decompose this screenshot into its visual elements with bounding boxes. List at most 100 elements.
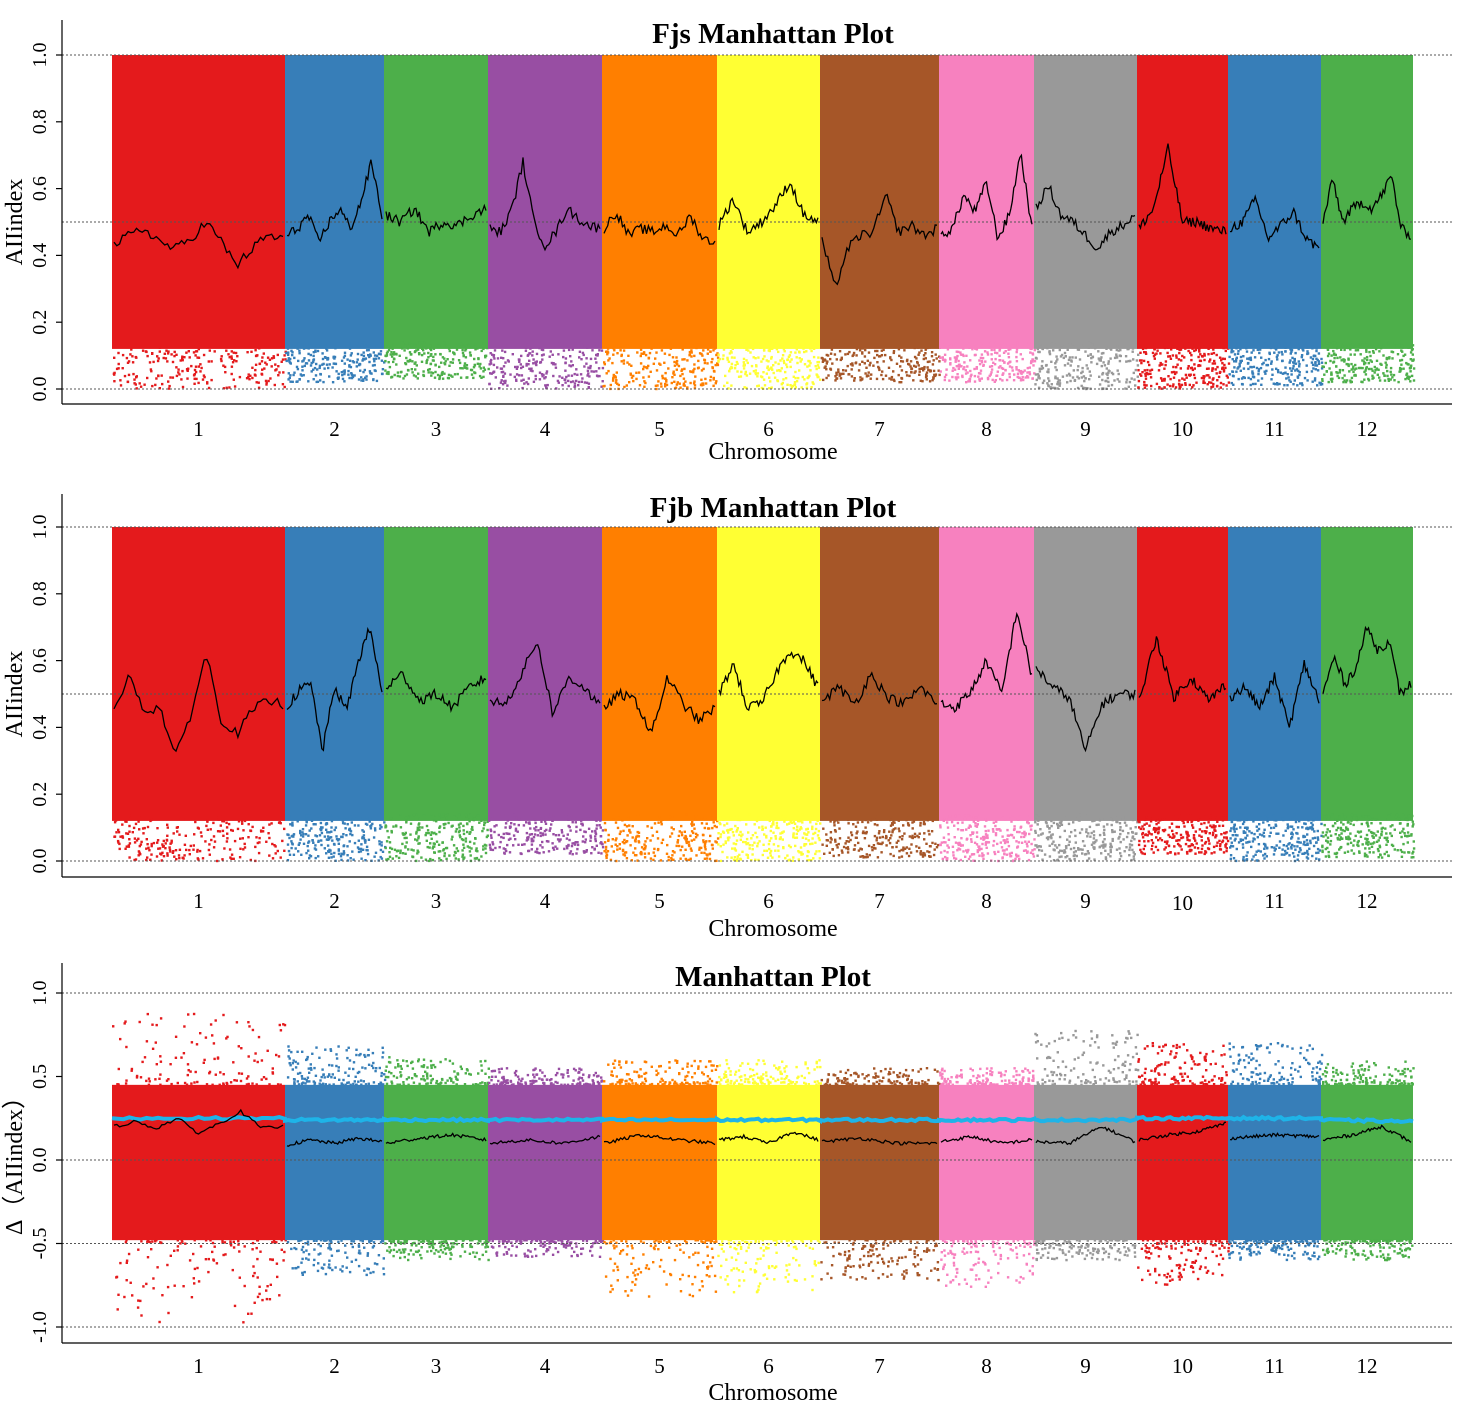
- data-point: [1321, 379, 1324, 383]
- data-point: [1137, 386, 1140, 390]
- data-point: [292, 853, 296, 856]
- data-point: [891, 829, 894, 832]
- data-point: [334, 826, 338, 829]
- data-point: [900, 838, 904, 841]
- data-point: [581, 818, 585, 821]
- data-point: [1011, 859, 1015, 863]
- data-point: [385, 858, 388, 861]
- data-point: [655, 351, 658, 354]
- data-point: [341, 835, 344, 839]
- data-point: [733, 856, 737, 859]
- data-point: [222, 387, 226, 390]
- data-point: [777, 855, 781, 858]
- data-point: [734, 342, 738, 345]
- data-point: [1125, 360, 1128, 363]
- data-point: [1184, 383, 1187, 386]
- data-point: [1361, 380, 1364, 384]
- data-point: [284, 358, 287, 361]
- data-point: [1054, 341, 1057, 344]
- data-point: [541, 833, 545, 837]
- data-point: [786, 383, 789, 386]
- data-point: [990, 371, 993, 374]
- data-point: [1325, 370, 1328, 373]
- data-point: [1080, 376, 1083, 379]
- data-point: [603, 821, 607, 825]
- data-point: [507, 360, 510, 363]
- data-point: [377, 352, 381, 355]
- data-point: [719, 835, 722, 839]
- data-point: [149, 858, 152, 861]
- data-point: [976, 823, 979, 826]
- data-point: [414, 838, 417, 841]
- data-point: [1125, 381, 1128, 384]
- data-point: [721, 850, 724, 854]
- data-point: [590, 370, 593, 373]
- data-point: [1010, 366, 1014, 369]
- data-point: [1410, 374, 1414, 378]
- data-point: [652, 346, 655, 349]
- data-point: [328, 831, 331, 834]
- data-point: [237, 820, 241, 823]
- data-point: [350, 372, 353, 375]
- data-point: [787, 355, 791, 358]
- data-point: [258, 362, 262, 365]
- data-point: [578, 350, 582, 353]
- data-point: [362, 357, 365, 361]
- data-point: [534, 377, 537, 381]
- data-point: [1376, 343, 1379, 346]
- data-point: [1326, 354, 1330, 358]
- data-point: [539, 844, 542, 847]
- data-point: [552, 833, 555, 836]
- data-point: [306, 844, 309, 848]
- data-point: [957, 350, 960, 354]
- data-point: [754, 369, 757, 372]
- mean-line-chr-8: [940, 153, 1033, 242]
- data-point: [183, 854, 186, 857]
- data-point: [1275, 355, 1279, 359]
- data-point: [1391, 376, 1394, 379]
- data-point: [366, 823, 369, 826]
- data-point: [1348, 342, 1352, 345]
- data-point: [161, 843, 164, 846]
- data-point: [1025, 842, 1029, 846]
- data-point: [1208, 381, 1211, 384]
- data-point: [1305, 370, 1309, 374]
- data-point: [348, 365, 351, 368]
- data-point: [938, 360, 941, 363]
- data-point: [521, 365, 525, 368]
- data-point: [891, 823, 894, 826]
- data-point: [332, 356, 335, 359]
- data-point: [1387, 357, 1391, 360]
- data-point: [156, 355, 159, 358]
- data-point: [973, 841, 977, 844]
- data-point: [216, 859, 219, 863]
- data-point: [1007, 352, 1010, 355]
- data-point: [922, 354, 926, 357]
- data-point: [258, 836, 261, 840]
- data-point: [490, 836, 493, 839]
- data-point: [514, 829, 518, 832]
- data-point: [188, 848, 191, 852]
- data-point: [1009, 348, 1012, 351]
- data-point: [410, 353, 413, 356]
- data-point: [445, 816, 448, 820]
- data-point: [1298, 371, 1301, 374]
- data-point: [898, 829, 901, 833]
- data-point: [833, 821, 836, 824]
- data-point: [845, 840, 848, 843]
- data-point: [508, 832, 511, 836]
- data-point: [160, 859, 163, 862]
- data-point: [806, 850, 810, 853]
- data-point: [603, 384, 606, 388]
- data-point: [1352, 370, 1355, 374]
- data-point: [443, 341, 446, 344]
- data-point: [287, 372, 290, 375]
- data-point: [1379, 345, 1382, 348]
- data-point: [1038, 845, 1041, 848]
- data-point: [515, 367, 519, 370]
- data-point: [919, 850, 923, 853]
- data-point: [736, 370, 739, 373]
- data-point: [581, 351, 585, 355]
- data-point: [1042, 379, 1046, 382]
- data-point: [491, 848, 495, 852]
